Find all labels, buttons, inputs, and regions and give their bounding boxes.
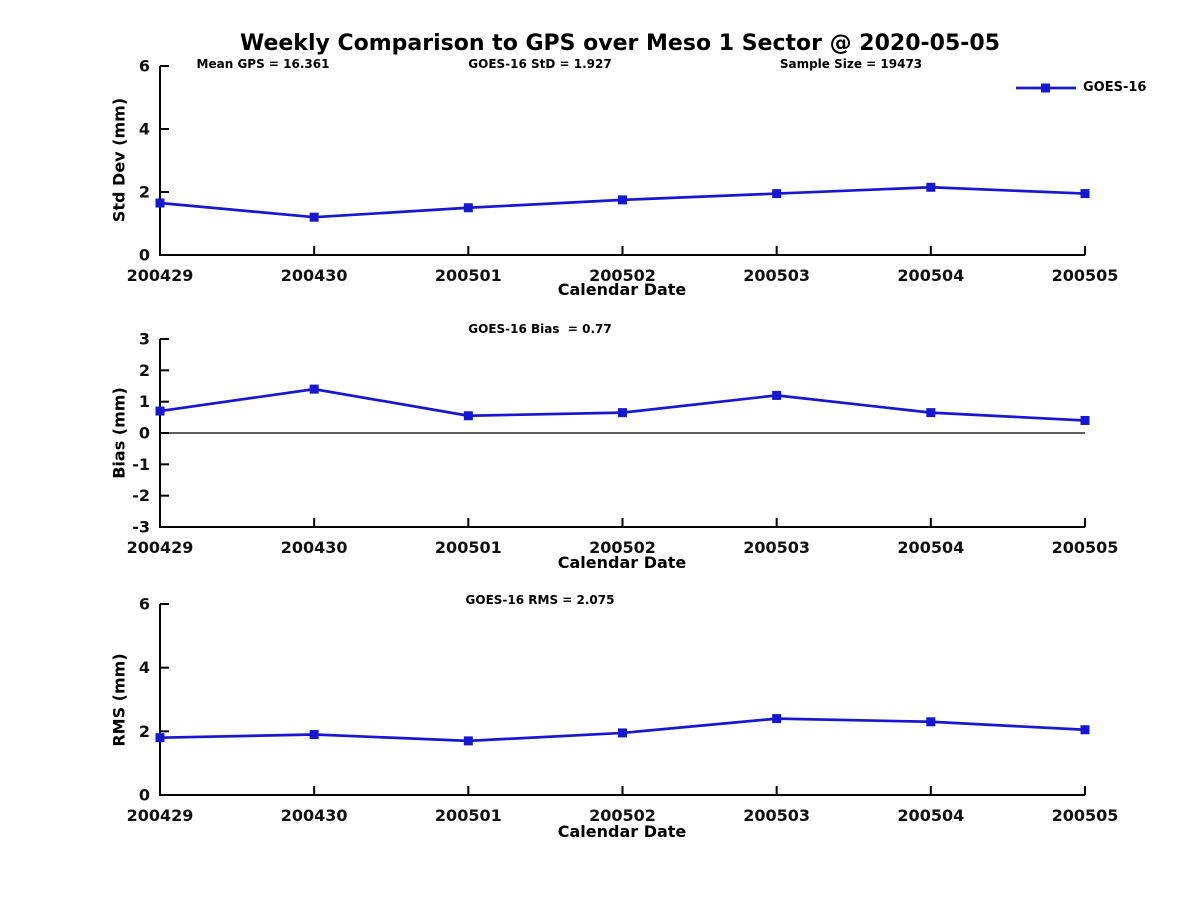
y-tick-label: -1 (132, 455, 150, 474)
data-point-marker (309, 730, 319, 740)
annotation-goes16-std: GOES-16 StD = 1.927 (468, 57, 612, 71)
page-title: Weekly Comparison to GPS over Meso 1 Sec… (239, 31, 1001, 56)
y-tick-label: -3 (132, 518, 150, 537)
data-point-marker (463, 411, 473, 421)
y-tick-label: 3 (139, 330, 150, 349)
x-tick-label: 200504 (897, 266, 964, 285)
x-tick-label: 200429 (127, 538, 194, 557)
data-point-marker (1080, 415, 1090, 425)
data-point-marker (155, 406, 165, 416)
x-tick-label: 200430 (281, 538, 348, 557)
data-point-marker (926, 182, 936, 192)
data-point-marker (926, 717, 936, 727)
y-tick-label: 6 (139, 57, 150, 76)
y-tick-label: -2 (132, 486, 150, 505)
x-tick-label: 200504 (897, 806, 964, 825)
annotation-mean-gps: Mean GPS = 16.361 (196, 57, 330, 71)
axes-spines (159, 604, 1085, 796)
x-axis-label-calendar-date-3: Calendar Date (557, 822, 687, 841)
x-tick-label: 200503 (743, 538, 810, 557)
subplot-title-bias: GOES-16 Bias = 0.77 (468, 322, 612, 336)
y-tick-label: 6 (139, 595, 150, 614)
y-tick-label: 2 (139, 183, 150, 202)
x-tick-label: 200505 (1052, 266, 1119, 285)
data-point-marker (155, 733, 165, 743)
x-tick-label: 200505 (1052, 806, 1119, 825)
x-tick-label: 200505 (1052, 538, 1119, 557)
x-tick-label: 200501 (435, 806, 502, 825)
y-tick-label: 2 (139, 361, 150, 380)
legend: GOES-16 (1016, 80, 1146, 95)
x-axis-label-calendar-date-1: Calendar Date (557, 280, 687, 299)
x-tick-label: 200430 (281, 806, 348, 825)
x-tick-label: 200430 (281, 266, 348, 285)
x-tick-label: 200429 (127, 266, 194, 285)
data-point-marker (618, 195, 627, 205)
axes-spines (159, 66, 1085, 256)
x-tick-label: 200502 (589, 538, 656, 557)
y-tick-label: 0 (139, 424, 150, 443)
data-point-marker (618, 408, 627, 418)
y-tick-label: 1 (139, 392, 150, 411)
legend-marker (1041, 83, 1050, 92)
y-axis-label-rms: RMS (mm) (109, 653, 129, 747)
data-point-marker (1080, 189, 1090, 199)
data-point-marker (772, 714, 782, 724)
x-axis-label-calendar-date-2: Calendar Date (557, 553, 687, 572)
x-tick-label: 200501 (435, 266, 502, 285)
x-tick-label: 200503 (743, 806, 810, 825)
x-tick-label: 200502 (589, 806, 656, 825)
data-point-marker (772, 189, 782, 199)
data-point-marker (463, 203, 473, 213)
y-tick-label: 0 (139, 786, 150, 805)
x-tick-label: 200429 (127, 806, 194, 825)
x-tick-label: 200504 (897, 538, 964, 557)
y-tick-label: 0 (139, 246, 150, 265)
x-tick-label: 200501 (435, 538, 502, 557)
y-tick-label: 4 (139, 120, 150, 139)
data-point-marker (772, 390, 782, 400)
y-axis-label-stddev: Std Dev (mm) (109, 97, 129, 223)
data-point-marker (926, 408, 936, 418)
y-axis-label-bias: Bias (mm) (109, 387, 129, 479)
legend-label: GOES-16 (1083, 80, 1147, 95)
data-point-marker (309, 384, 319, 394)
data-point-marker (309, 212, 319, 222)
data-point-marker (155, 198, 165, 208)
annotation-sample-size: Sample Size = 19473 (779, 57, 923, 71)
x-tick-label: 200503 (743, 266, 810, 285)
y-tick-label: 2 (139, 722, 150, 741)
y-tick-label: 4 (139, 658, 150, 677)
x-tick-label: 200502 (589, 266, 656, 285)
data-point-marker (618, 728, 627, 738)
subplot-title-rms: GOES-16 RMS = 2.075 (465, 593, 615, 607)
data-point-marker (1080, 725, 1090, 735)
legend-line-marker-icon (1016, 83, 1076, 92)
data-point-marker (463, 736, 473, 746)
